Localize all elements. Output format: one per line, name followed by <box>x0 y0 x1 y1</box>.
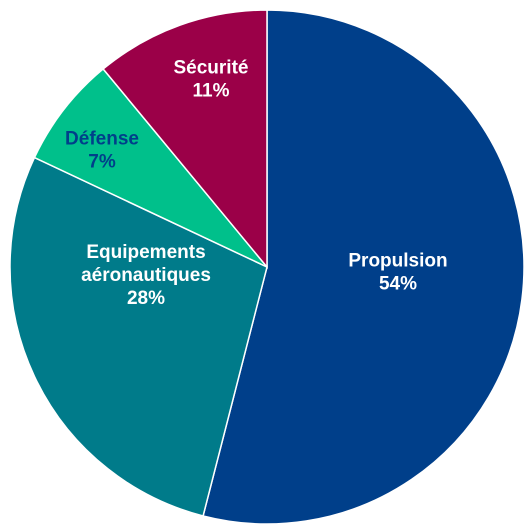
pie-slice <box>33 67 268 268</box>
slice-value-label: 7% <box>88 152 116 173</box>
slice-label: Propulsion 54% <box>348 251 447 295</box>
slice-name-label: Sécurité <box>174 58 249 79</box>
pie-slice <box>9 156 268 517</box>
slice-name-label: Equipements <box>86 242 205 263</box>
pie-slices <box>9 9 525 525</box>
slice-value-label: 28% <box>127 288 165 309</box>
slice-name-label: aéronautiques <box>81 265 211 286</box>
pie-slice <box>202 9 525 525</box>
slice-name-label: Propulsion <box>348 251 447 272</box>
slice-value-label: 11% <box>193 81 230 102</box>
slice-label: Equipements aéronautiques 28% <box>81 242 211 309</box>
slice-label: Sécurité 11% <box>174 58 249 102</box>
slice-name-label: Défense <box>65 129 139 150</box>
slice-label: Défense 7% <box>65 129 139 173</box>
slice-value-label: 54% <box>379 274 417 295</box>
pie-labels: Propulsion 54% Equipements aéronautiques 28%… <box>65 58 448 310</box>
pie-slice <box>102 9 268 270</box>
